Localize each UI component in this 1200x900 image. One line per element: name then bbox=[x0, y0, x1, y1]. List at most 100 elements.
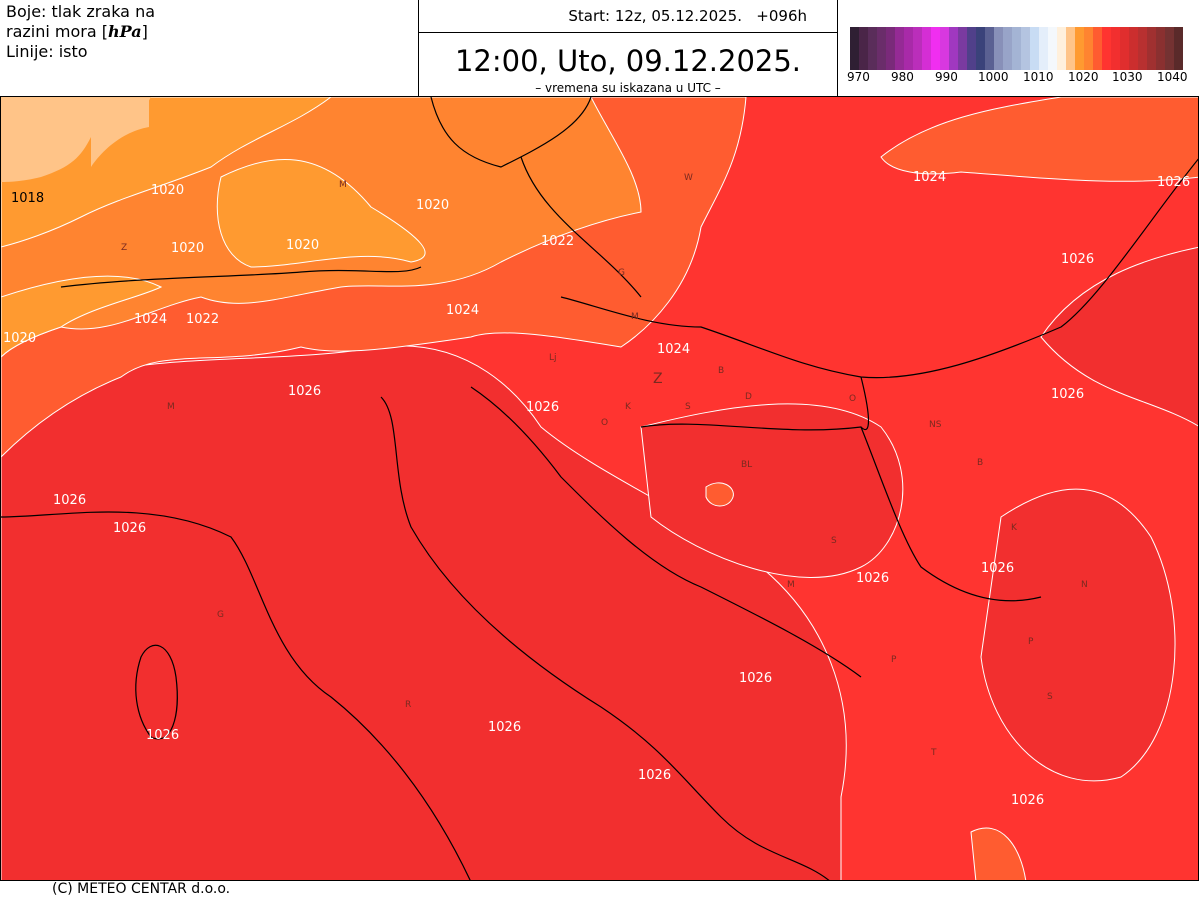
pressure-band-1028 bbox=[980, 488, 1176, 782]
colorbar-tick: 1030 bbox=[1112, 70, 1143, 84]
place-label: Lj bbox=[549, 353, 557, 363]
contour-label: 1024 bbox=[913, 170, 946, 185]
contour-label: 1026 bbox=[1011, 793, 1044, 808]
contour-label: 1020 bbox=[3, 331, 36, 346]
colorbar-swatch bbox=[886, 27, 895, 70]
place-label: Z bbox=[121, 243, 127, 253]
legend-description: Boje: tlak zraka na razini mora [hPa] Li… bbox=[6, 2, 155, 62]
contour-label: 1026 bbox=[526, 400, 559, 415]
pressure-band-1020 bbox=[216, 158, 426, 268]
colorbar-swatch bbox=[1084, 27, 1093, 70]
legend-line-colors: Boje: tlak zraka na bbox=[6, 2, 156, 21]
place-label: K bbox=[625, 402, 632, 412]
contour-label: 1026 bbox=[288, 384, 321, 399]
contour-label: 1026 bbox=[1157, 175, 1190, 190]
place-label: NS bbox=[929, 420, 942, 430]
colorbar-swatch bbox=[958, 27, 967, 70]
contour-label: 1022 bbox=[186, 312, 219, 327]
place-label: G bbox=[618, 268, 625, 278]
colorbar-swatch bbox=[985, 27, 994, 70]
place-label: R bbox=[405, 700, 411, 710]
contour-label: 1020 bbox=[416, 198, 449, 213]
colorbar-swatch bbox=[1147, 27, 1156, 70]
pressure-band-1028 bbox=[1, 345, 847, 880]
place-label: B bbox=[718, 366, 724, 376]
contour-label: 1026 bbox=[856, 571, 889, 586]
place-label: S bbox=[1047, 692, 1053, 702]
colorbar-swatch bbox=[1039, 27, 1048, 70]
colorbar-tick: 990 bbox=[935, 70, 958, 84]
place-label: N bbox=[1081, 580, 1088, 590]
contour-label: 1024 bbox=[657, 342, 690, 357]
place-label: M bbox=[787, 580, 795, 590]
time-panel: Start: 12z, 05.12.2025. +096h 12:00, Uto… bbox=[418, 0, 838, 96]
contour-label: 1026 bbox=[488, 720, 521, 735]
country-border bbox=[640, 376, 1042, 602]
contour-label: 1020 bbox=[171, 241, 204, 256]
copyright: (C) METEO CENTAR d.o.o. bbox=[52, 881, 231, 897]
place-label: M bbox=[631, 312, 639, 322]
pressure-band-1018 bbox=[91, 97, 149, 167]
contour-label: 1026 bbox=[739, 671, 772, 686]
colorbar-swatch bbox=[1003, 27, 1012, 70]
colorbar-swatch bbox=[1075, 27, 1084, 70]
pressure-band-1024 bbox=[970, 827, 1027, 880]
contour-label: 1018 bbox=[11, 191, 44, 206]
contour-label: 1024 bbox=[446, 303, 479, 318]
colorbar-tick: 1010 bbox=[1023, 70, 1054, 84]
run-start: Start: 12z, 05.12.2025. +096h bbox=[568, 7, 807, 25]
colorbar-swatch bbox=[859, 27, 868, 70]
valid-time: 12:00, Uto, 09.12.2025. bbox=[454, 44, 802, 78]
contour-label: 1026 bbox=[981, 561, 1014, 576]
colorbar-swatch bbox=[976, 27, 985, 70]
colorbar-swatch bbox=[1057, 27, 1066, 70]
pressure-band-1024 bbox=[880, 97, 1198, 182]
colorbar-swatch bbox=[1021, 27, 1030, 70]
colorbar-swatch bbox=[1048, 27, 1057, 70]
colorbar-swatch bbox=[913, 27, 922, 70]
colorbar-swatch bbox=[1093, 27, 1102, 70]
colorbar-swatch bbox=[895, 27, 904, 70]
pressure-band-1024 bbox=[705, 482, 734, 507]
utc-note: – vremena su iskazana u UTC – bbox=[535, 81, 721, 95]
colorbar-swatch bbox=[1165, 27, 1174, 70]
colorbar-swatch bbox=[994, 27, 1003, 70]
place-label: P bbox=[891, 655, 897, 665]
place-label: K bbox=[1011, 523, 1018, 533]
colorbar-swatch bbox=[922, 27, 931, 70]
contour-label: 1026 bbox=[1051, 387, 1084, 402]
colorbar-tick: 1040 bbox=[1157, 70, 1188, 84]
contour-label: 1026 bbox=[53, 493, 86, 508]
colorbar-swatch bbox=[877, 27, 886, 70]
colorbar-swatch bbox=[1111, 27, 1120, 70]
colorbar-swatch bbox=[1138, 27, 1147, 70]
coastline bbox=[1, 511, 471, 880]
pressure-band-1020 bbox=[1, 275, 163, 358]
country-border bbox=[430, 97, 642, 298]
coastline bbox=[380, 396, 830, 880]
colorbar-tick: 970 bbox=[847, 70, 870, 84]
place-label: Z bbox=[653, 371, 663, 387]
legend-line-units: razini mora [hPa] bbox=[6, 22, 148, 41]
colorbar-tick: 1000 bbox=[978, 70, 1009, 84]
contour-label: 1026 bbox=[1061, 252, 1094, 267]
colorbar bbox=[850, 27, 1183, 70]
colorbar-swatch bbox=[1129, 27, 1138, 70]
legend-line-lines: Linije: isto bbox=[6, 42, 88, 61]
colorbar-swatch bbox=[931, 27, 940, 70]
colorbar-swatch bbox=[1174, 27, 1183, 70]
pressure-band-1028 bbox=[1040, 246, 1198, 427]
colorbar-swatch bbox=[1030, 27, 1039, 70]
place-label: P bbox=[1028, 637, 1034, 647]
colorbar-swatch bbox=[1156, 27, 1165, 70]
country-border bbox=[60, 158, 1198, 379]
colorbar-tick: 1020 bbox=[1068, 70, 1099, 84]
place-label: G bbox=[217, 610, 224, 620]
map-canvas: 1018 1020 1020 1020 1020 1020 1022 1022 1024 1024… bbox=[1, 97, 1198, 880]
contour-label: 1020 bbox=[151, 183, 184, 198]
place-label: O bbox=[849, 394, 856, 404]
contour-label: 1026 bbox=[638, 768, 671, 783]
place-label: B bbox=[977, 458, 983, 468]
place-label: S bbox=[831, 536, 837, 546]
place-label: BL bbox=[741, 460, 752, 470]
